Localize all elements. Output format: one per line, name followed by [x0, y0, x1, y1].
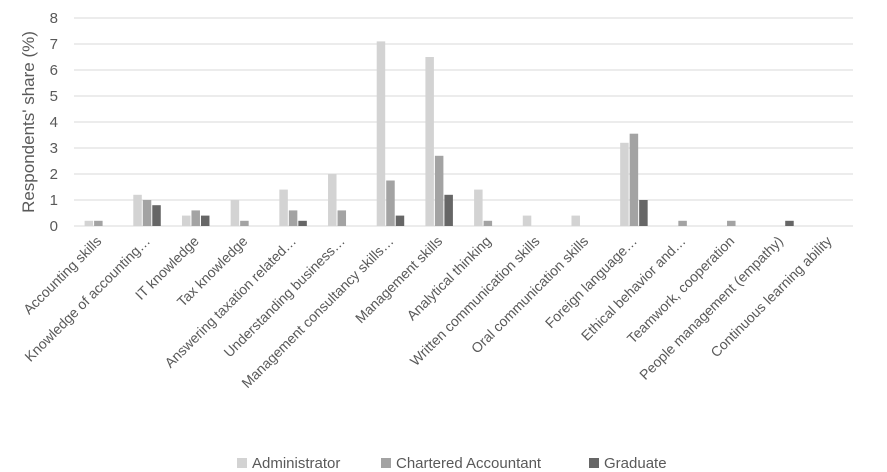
bar-administrator — [230, 200, 240, 226]
bar-administrator — [279, 189, 288, 226]
gridlines — [74, 17, 853, 227]
y-tick-label: 5 — [50, 88, 58, 105]
legend-label: Administrator — [252, 455, 340, 472]
bar-chartered-accountant — [386, 180, 395, 226]
bar-administrator — [376, 41, 386, 227]
bar-chartered-accountant — [629, 133, 639, 226]
bar-chartered-accountant — [191, 210, 200, 226]
bar-chartered-accountant — [240, 220, 249, 226]
x-category-label: Analytical thinking — [403, 233, 494, 324]
bar-graduate — [395, 215, 405, 226]
y-tick-label: 0 — [50, 218, 58, 235]
bar-chartered-accountant — [727, 220, 736, 226]
legend: Administrator Chartered Accountant Graduat… — [237, 455, 667, 472]
legend-label: Graduate — [604, 455, 667, 472]
bar-graduate — [200, 215, 210, 226]
bar-administrator — [133, 194, 142, 226]
y-tick-label: 6 — [50, 62, 58, 79]
bar-graduate — [152, 205, 161, 226]
bar-administrator — [328, 174, 337, 226]
bar-chartered-accountant — [288, 210, 298, 226]
legend-swatch — [589, 458, 599, 468]
y-tick-label: 8 — [50, 10, 58, 27]
bar-graduate — [785, 220, 794, 226]
y-tick-label: 7 — [50, 36, 58, 53]
y-tick-label: 2 — [50, 166, 58, 183]
bar-administrator — [84, 220, 94, 226]
y-axis-ticks: 0 1 2 3 4 5 6 7 8 — [50, 10, 58, 235]
y-tick-label: 4 — [50, 114, 58, 131]
bar-graduate — [298, 220, 307, 226]
bar-administrator — [522, 215, 532, 226]
x-category-label: Foreign language… — [542, 233, 640, 331]
y-tick-label: 1 — [50, 192, 58, 209]
bar-chartered-accountant — [337, 210, 347, 226]
bar-administrator — [474, 189, 483, 226]
bar-chartered-accountant — [483, 220, 493, 226]
bar-administrator — [620, 142, 629, 226]
bar-graduate — [639, 200, 648, 226]
bar-chartered-accountant — [142, 200, 152, 226]
bar-graduate — [444, 194, 453, 226]
x-category-label: Management skills — [352, 233, 445, 326]
bar-chartered-accountant — [434, 155, 444, 226]
bar-administrator — [181, 215, 191, 226]
bar-chartered-accountant — [678, 220, 687, 226]
legend-swatch — [381, 458, 391, 468]
y-axis-label: Respondents' share (%) — [19, 31, 38, 213]
bar-chartered-accountant — [94, 220, 103, 226]
legend-swatch — [237, 458, 247, 468]
bar-administrator — [571, 215, 580, 226]
legend-label: Chartered Accountant — [396, 455, 542, 472]
bar-administrator — [425, 57, 434, 226]
y-tick-label: 3 — [50, 140, 58, 157]
bars — [84, 41, 794, 227]
